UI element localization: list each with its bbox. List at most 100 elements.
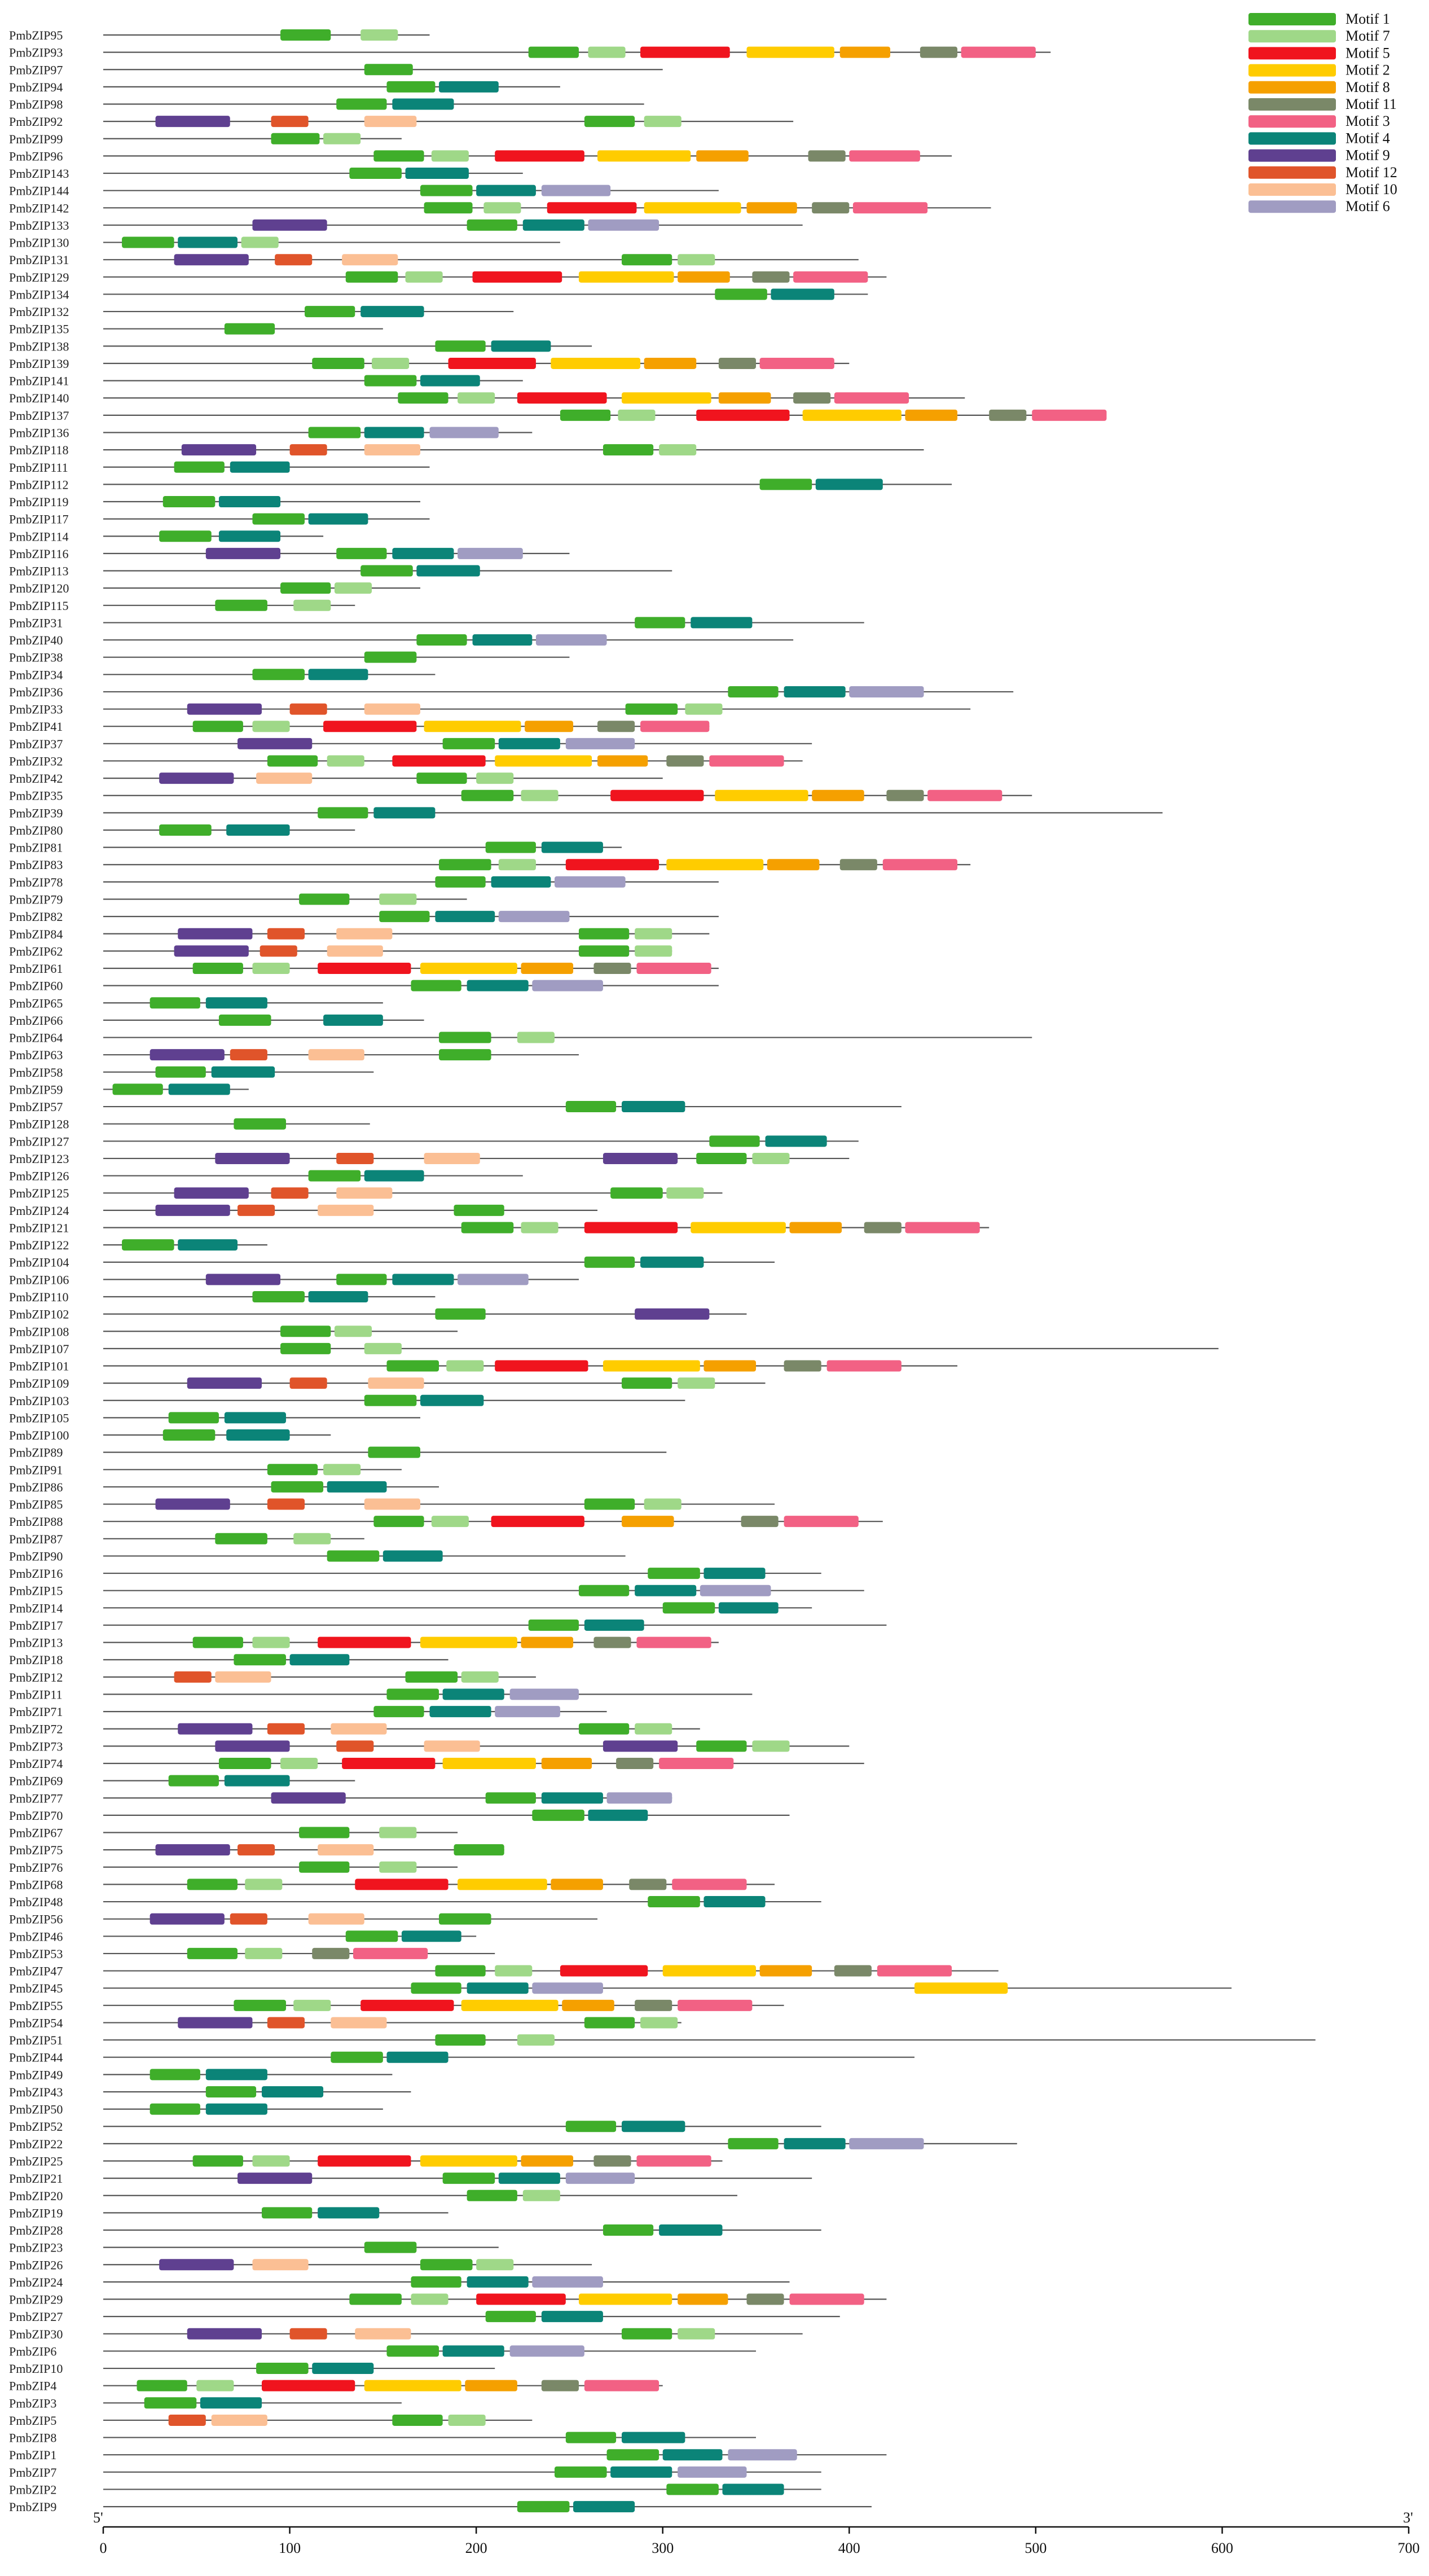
gene-row: PmbZIP73: [9, 1739, 850, 1753]
motif-1-block: [578, 945, 630, 957]
gene-label: PmbZIP85: [9, 1498, 63, 1512]
legend-label: Motif 6: [1346, 198, 1390, 214]
gene-label: PmbZIP44: [9, 2051, 63, 2065]
gene-row: PmbZIP126: [9, 1169, 523, 1183]
gene-label: PmbZIP32: [9, 754, 63, 768]
gene-row: PmbZIP33: [9, 703, 971, 717]
motif-3-block: [636, 2155, 711, 2167]
motif-1-block: [392, 2414, 443, 2426]
motif-6-block: [700, 1585, 771, 1596]
motif-12-block: [289, 2328, 327, 2340]
gene-label: PmbZIP35: [9, 789, 63, 803]
motif-7-block: [411, 2293, 449, 2305]
motif-4-block: [765, 1135, 827, 1147]
gene-row: PmbZIP56: [9, 1912, 598, 1926]
gene-label: PmbZIP79: [9, 893, 63, 907]
gene-label: PmbZIP113: [9, 564, 69, 578]
gene-label: PmbZIP133: [9, 218, 69, 232]
motif-8-block: [521, 1636, 574, 1648]
motif-9-block: [271, 1792, 346, 1804]
motif-8-block: [703, 1360, 756, 1372]
motif-4-block: [318, 2207, 380, 2219]
motif-4-block: [392, 547, 454, 559]
motif-4-block: [621, 2432, 685, 2443]
motif-1-block: [528, 46, 579, 58]
gene-label: PmbZIP126: [9, 1169, 69, 1183]
motif-10-block: [331, 1723, 387, 1735]
motif-1-block: [271, 1481, 324, 1493]
motif-7-block: [517, 2034, 555, 2046]
gene-label: PmbZIP124: [9, 1204, 69, 1218]
motif-1-block: [280, 1342, 331, 1354]
motif-7-block: [685, 703, 723, 715]
motif-1-block: [336, 98, 387, 110]
motif-9-block: [174, 254, 249, 266]
motif-1-block: [411, 2276, 461, 2288]
gene-row: PmbZIP133: [9, 218, 803, 232]
gene-label: PmbZIP73: [9, 1739, 63, 1753]
gene-label: PmbZIP64: [9, 1031, 63, 1045]
motif-1-block: [187, 1879, 238, 1890]
gene-label: PmbZIP99: [9, 132, 63, 146]
gene-label: PmbZIP40: [9, 633, 63, 647]
motif-3-block: [672, 1879, 747, 1890]
motif-9-block: [178, 928, 253, 940]
gene-label: PmbZIP10: [9, 2362, 63, 2376]
motif-11-block: [597, 721, 635, 732]
motif-1-block: [485, 2311, 536, 2323]
motif-3-block: [759, 357, 834, 369]
gene-row: PmbZIP131: [9, 253, 859, 267]
gene-row: PmbZIP136: [9, 425, 533, 440]
gene-row: PmbZIP22: [9, 2137, 1017, 2151]
motif-1-block: [565, 2432, 617, 2443]
motif-11-block: [920, 46, 958, 58]
gene-row: PmbZIP40: [9, 633, 794, 647]
gene-label: PmbZIP88: [9, 1515, 63, 1529]
motif-4-block: [386, 2051, 449, 2063]
gene-row: PmbZIP37: [9, 737, 812, 751]
gene-label: PmbZIP17: [9, 1618, 63, 1633]
motif-1-block: [603, 444, 654, 456]
gene-row: PmbZIP60: [9, 979, 719, 993]
gene-label: PmbZIP100: [9, 1428, 69, 1442]
motif-1-block: [606, 2449, 659, 2461]
motif-4-block: [416, 565, 480, 577]
gene-label: PmbZIP112: [9, 477, 69, 491]
axis-tick-label: 400: [838, 2540, 860, 2556]
motif-5-block: [610, 789, 704, 801]
motif-1-block: [565, 1101, 617, 1113]
motif-2-block: [420, 2155, 517, 2167]
motif-8-block: [644, 357, 697, 369]
motif-4-block: [662, 2449, 723, 2461]
motif-7-block: [678, 1377, 715, 1389]
motif-4-block: [442, 2345, 504, 2357]
motif-1-block: [215, 1533, 267, 1544]
motif-7-block: [241, 236, 279, 248]
motif-4-block: [491, 876, 551, 888]
gene-row: PmbZIP99: [9, 132, 402, 146]
axis-tick-label: 0: [100, 2540, 107, 2556]
motif-4-block: [312, 2363, 374, 2375]
motif-6-block: [606, 1792, 672, 1804]
gene-label: PmbZIP12: [9, 1670, 63, 1684]
motif-1-block: [435, 2034, 486, 2046]
motif-4-block: [718, 1602, 779, 1614]
gene-label: PmbZIP48: [9, 1895, 63, 1909]
motif-3-block: [1032, 409, 1107, 421]
motif-1-block: [603, 2224, 654, 2236]
motif-4-block: [224, 1775, 290, 1787]
legend-swatch: [1248, 166, 1336, 179]
motif-3-block: [877, 1965, 952, 1977]
gene-row: PmbZIP30: [9, 2327, 803, 2341]
gene-row: PmbZIP93: [9, 46, 1051, 60]
motif-5-block: [392, 755, 486, 767]
motif-9-block: [155, 1844, 230, 1856]
gene-label: PmbZIP2: [9, 2482, 56, 2496]
motif-9-block: [205, 547, 281, 559]
gene-row: PmbZIP143: [9, 166, 523, 181]
motif-3-block: [905, 1222, 980, 1234]
motif-4-block: [178, 1239, 238, 1251]
motif-7-block: [498, 859, 536, 871]
gene-label: PmbZIP55: [9, 1999, 63, 2013]
motif-4-block: [405, 168, 469, 179]
